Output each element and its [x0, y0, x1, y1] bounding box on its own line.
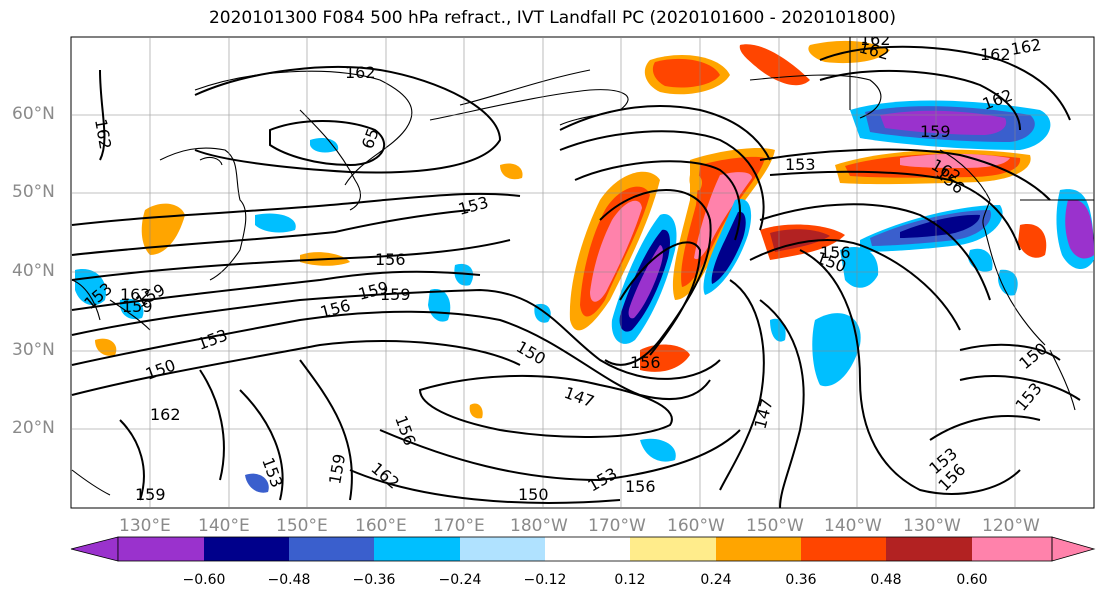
colorbar-tick-label: −0.36 — [352, 572, 396, 588]
colorbar-tick-label: −0.12 — [523, 572, 567, 588]
contour-label: 159 — [122, 297, 153, 316]
colorbar-swatch — [118, 537, 204, 561]
colorbar-swatch — [886, 537, 972, 561]
colorbar-swatch — [204, 537, 289, 561]
lon-label: 150°E — [276, 516, 328, 536]
lat-label: 50°N — [12, 182, 55, 202]
colorbar-swatch — [630, 537, 716, 561]
contour-label: 153 — [785, 155, 816, 174]
colorbar-swatch — [972, 537, 1052, 561]
map-title: 2020101300 F084 500 hPa refract., IVT La… — [208, 8, 896, 28]
colorbar-extend-low — [70, 536, 119, 562]
contour-label: 156 — [630, 353, 661, 372]
height-contours — [71, 45, 1081, 508]
colorbar-tick-label: −0.60 — [182, 572, 226, 588]
colorbar — [70, 536, 1096, 562]
contour-label: 162 — [345, 63, 376, 82]
contour-label: 162 — [980, 45, 1011, 64]
colorbar-swatch — [716, 537, 801, 561]
contour-label: 156 — [820, 243, 851, 262]
lon-label: 170°E — [433, 516, 485, 536]
lon-label: 130°W — [903, 516, 961, 536]
contour-label: 156 — [625, 477, 656, 496]
colorbar-tick-label: 0.24 — [700, 572, 732, 588]
lat-label: 40°N — [12, 261, 55, 281]
lat-label: 60°N — [12, 104, 55, 124]
colorbar-extend-high — [1051, 536, 1096, 562]
contour-label: 159 — [380, 285, 411, 304]
colorbar-swatch — [289, 537, 374, 561]
contour-label: 159 — [135, 485, 166, 504]
colorbar-tick-label: 0.36 — [785, 572, 817, 588]
lat-label: 20°N — [12, 418, 55, 438]
colorbar-tick-label: 0.60 — [956, 572, 988, 588]
colorbar-swatch — [801, 537, 886, 561]
contour-label: 150 — [518, 485, 549, 504]
colorbar-tick-label: −0.24 — [438, 572, 482, 588]
graticule — [71, 37, 1094, 508]
colorbar-swatch — [460, 537, 545, 561]
lon-label: 180°W — [510, 516, 568, 536]
lat-label: 30°N — [12, 340, 55, 360]
contour-label: 162 — [860, 30, 891, 49]
lon-label: 130°E — [119, 516, 171, 536]
contour-label: 156 — [375, 250, 406, 269]
contour-label: 162 — [150, 405, 181, 424]
lon-label: 140°W — [824, 516, 882, 536]
lon-label: 120°W — [982, 516, 1040, 536]
lon-label: 160°W — [667, 516, 725, 536]
colorbar-tick-label: −0.48 — [267, 572, 311, 588]
lon-label: 160°E — [355, 516, 407, 536]
lon-label: 140°E — [198, 516, 250, 536]
lon-label: 170°W — [588, 516, 646, 536]
contour-label: 162 — [1009, 35, 1042, 59]
lon-label: 150°W — [746, 516, 804, 536]
contour-label: 162 — [120, 285, 151, 304]
contour-label: 159 — [920, 122, 951, 141]
colorbar-tick-label: 0.48 — [870, 572, 902, 588]
colorbar-swatch — [374, 537, 460, 561]
colorbar-swatch — [545, 537, 630, 561]
colorbar-tick-label: 0.12 — [614, 572, 646, 588]
